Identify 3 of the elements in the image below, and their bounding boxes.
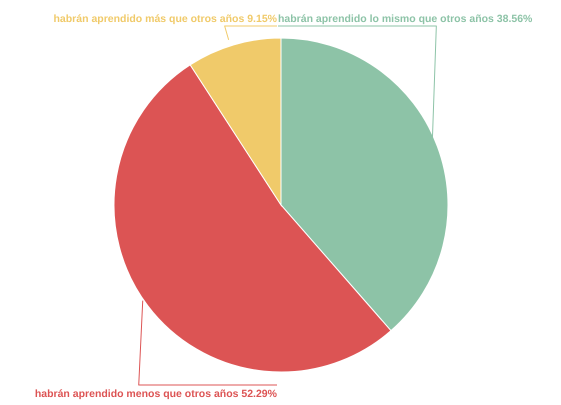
slice-label: habrán aprendido lo mismo que otros años 38.56% xyxy=(278,13,534,25)
slice-label: habrán aprendido menos que otros años 52.29% xyxy=(34,388,278,400)
slice-label: habrán aprendido más que otros años 9.15% xyxy=(54,13,278,25)
